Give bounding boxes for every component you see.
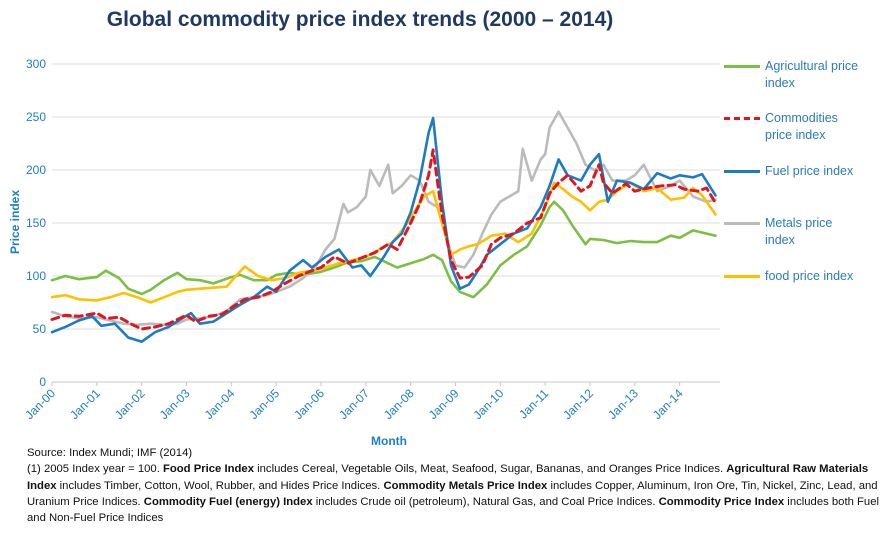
legend-label: Commodities price index [765, 110, 890, 144]
chart-title: Global commodity price index trends (200… [106, 8, 614, 31]
footnote-index-name: Agricultural Raw Materials Index [27, 463, 869, 492]
x-tick-label: Jan-00 [22, 386, 58, 422]
series-line-fuel-price-index [50, 116, 717, 344]
legend-item: Commodities price index [722, 110, 892, 150]
footnote-index-name: Commodity Fuel (energy) Index [143, 495, 313, 508]
footnote-segment: includes Copper, Aluminum, Iron Ore, Tin… [27, 479, 878, 508]
series-lines [50, 110, 717, 344]
legend-label-line: Metals price [765, 216, 833, 230]
legend-swatch [724, 222, 760, 225]
x-tick-label: Jan-01 [67, 386, 103, 422]
legend-item: Metals price index [722, 215, 892, 255]
footnote-segment: includes Timber, Cotton, Wool, Rubber, a… [56, 479, 384, 492]
series-line-commodities-price-index [50, 148, 717, 331]
legend-label-line: index [765, 76, 795, 90]
footnote-index-name: Commodity Metals Price Index [383, 479, 548, 492]
legend-swatch [724, 275, 760, 278]
footnote-text: (1) 2005 Index year = 100. Food Price In… [27, 461, 887, 526]
x-tick-label: Jan-03 [157, 386, 193, 422]
legend-swatch [724, 117, 760, 120]
x-tick-label: Jan-11 [516, 386, 551, 421]
x-tick-label: Jan-07 [336, 386, 372, 422]
y-tick-label: 100 [26, 269, 46, 283]
source-line: Source: Index Mundi; IMF (2014) [27, 447, 193, 459]
legend-label-line: price index [765, 128, 826, 142]
legend-item: Fuel price index [722, 163, 892, 203]
footnote-segment: includes Cereal, Vegetable Oils, Meat, S… [254, 463, 727, 476]
x-tick-label: Jan-12 [560, 386, 596, 422]
legend-label-line: Agricultural price [765, 59, 859, 73]
legend-label: food price index [765, 268, 890, 285]
y-tick-label: 250 [26, 110, 46, 124]
footnote-segment: includes Crude oil (petroleum), Natural … [312, 495, 659, 508]
x-tick-label: Jan-13 [605, 386, 641, 422]
footnote-index-name: Commodity Price Index [658, 495, 785, 508]
footnote-segment: (1) 2005 Index year = 100. [27, 463, 163, 476]
y-axis-label: Price index [8, 190, 22, 254]
legend-label: Metals price index [765, 215, 890, 249]
legend-swatch [724, 65, 760, 68]
y-tick-label: 200 [26, 163, 46, 177]
legend-swatch [724, 170, 760, 173]
x-tick-label: Jan-02 [112, 386, 148, 422]
x-tick-label: Jan-05 [246, 386, 282, 422]
series-line-agricultural-price-index [50, 200, 717, 299]
x-tick-label: Jan-06 [291, 386, 327, 422]
legend-label: Agricultural price index [765, 58, 890, 92]
x-tick-label: Jan-09 [426, 386, 462, 422]
y-tick-label: 150 [26, 216, 46, 230]
y-tick-label: 300 [26, 57, 46, 71]
x-tick-label: Jan-14 [650, 386, 686, 422]
legend-label-line: Fuel price index [765, 164, 854, 178]
legend-label-line: index [765, 233, 795, 247]
x-axis-ticks: Jan-00 Jan-01 Jan-02 Jan-03 Jan-04 Jan-05 Jan-… [22, 382, 686, 422]
series-line-metals-price-index [50, 110, 717, 327]
footnote-index-name: Food Price Index [162, 463, 254, 476]
x-tick-label: Jan-04 [202, 386, 238, 422]
legend-label-line: Commodities [765, 111, 838, 125]
x-axis-label: Month [371, 434, 407, 445]
legend-item: Agricultural price index [722, 58, 892, 98]
x-tick-label: Jan-08 [381, 386, 417, 422]
y-tick-label: 0 [39, 375, 46, 389]
y-axis-ticks: 0 50 100 150 200 250 300 [26, 57, 46, 389]
legend-label-line: food price index [765, 269, 854, 283]
x-tick-label: Jan-10 [471, 386, 507, 422]
legend-label: Fuel price index [765, 163, 890, 180]
legend-item: food price index [722, 268, 892, 308]
source-note: Source: Index Mundi; IMF (2014) (1) 2005… [27, 445, 887, 526]
footnote-segment: includes both Fuel and Non-Fuel Price In… [27, 495, 879, 525]
y-tick-label: 50 [33, 322, 47, 336]
